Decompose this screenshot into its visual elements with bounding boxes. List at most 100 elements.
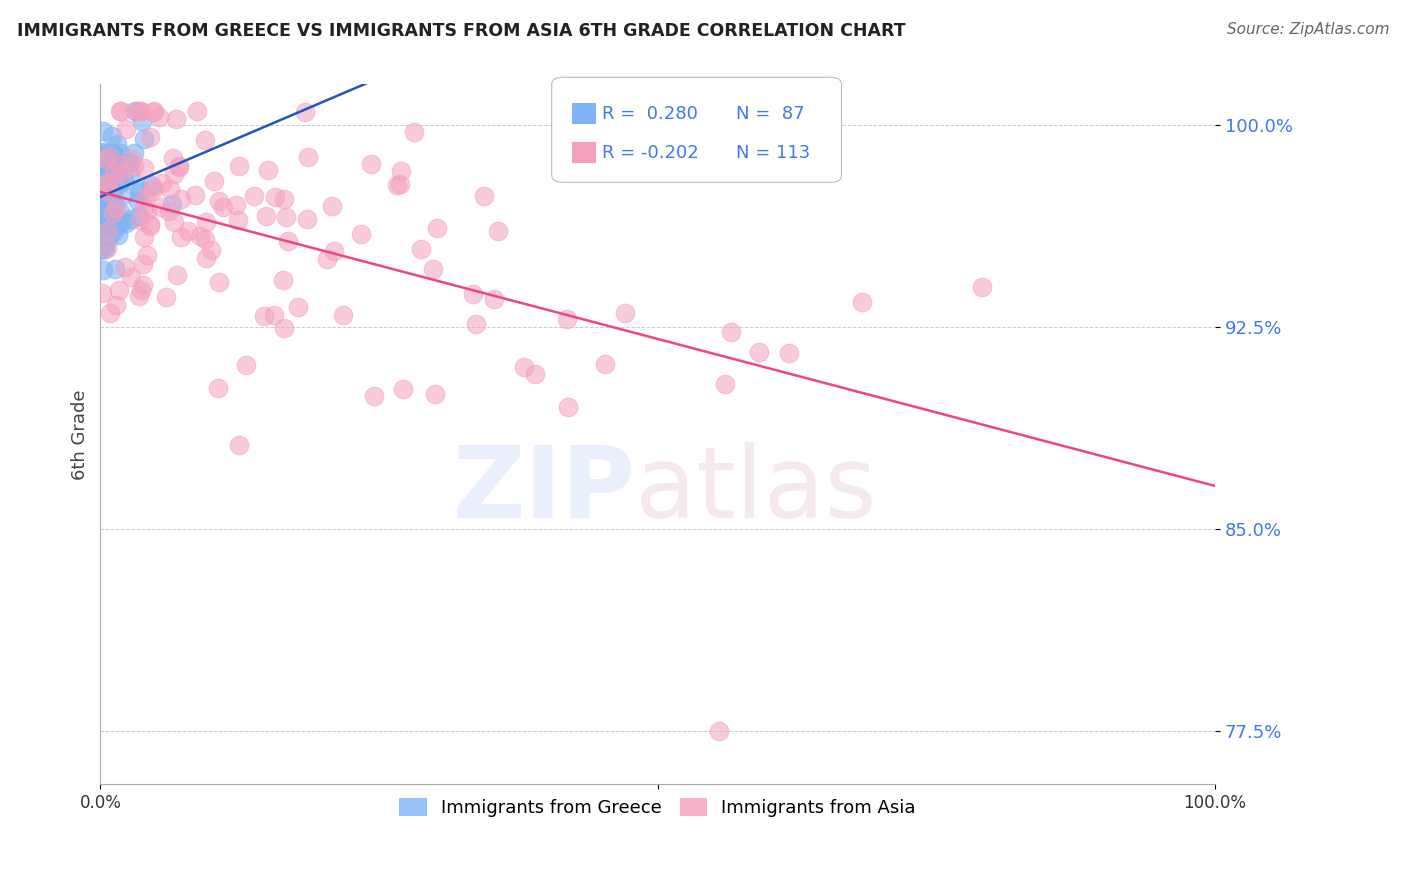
Point — [111, 188, 134, 202]
Point — [118, 156, 141, 170]
Point — [391, 382, 413, 396]
Point — [150, 176, 173, 190]
Point — [103, 224, 125, 238]
Point — [91, 148, 114, 162]
Point — [115, 122, 138, 136]
Point — [98, 229, 121, 244]
Point — [132, 277, 155, 292]
Point — [107, 158, 129, 172]
Point — [108, 205, 131, 219]
Point — [160, 196, 183, 211]
Point — [98, 186, 121, 200]
Point — [96, 177, 118, 191]
Point — [110, 158, 132, 172]
Point — [170, 192, 193, 206]
Point — [207, 381, 229, 395]
Point — [149, 200, 172, 214]
Point — [90, 215, 112, 229]
Point — [98, 194, 121, 209]
Point — [91, 124, 114, 138]
Point — [200, 243, 222, 257]
Point — [134, 132, 156, 146]
Point — [94, 149, 117, 163]
Point — [100, 191, 122, 205]
Point — [103, 167, 125, 181]
Point — [363, 389, 385, 403]
Point — [128, 289, 150, 303]
Point — [122, 159, 145, 173]
Point — [194, 215, 217, 229]
Point — [91, 202, 114, 216]
Point — [129, 183, 152, 197]
Point — [235, 358, 257, 372]
Point — [253, 309, 276, 323]
Point — [143, 104, 166, 119]
Point — [167, 160, 190, 174]
Point — [90, 209, 112, 223]
Point — [96, 191, 118, 205]
Point — [91, 229, 114, 244]
Point — [707, 723, 730, 738]
Point — [115, 156, 138, 170]
Point — [264, 190, 287, 204]
Point — [128, 209, 150, 223]
Point — [162, 151, 184, 165]
Point — [91, 263, 114, 277]
Point — [94, 239, 117, 253]
Point — [101, 186, 124, 201]
Point — [165, 112, 187, 126]
Point — [139, 218, 162, 232]
Text: R = -0.202: R = -0.202 — [602, 144, 699, 162]
Point — [120, 212, 142, 227]
Point — [108, 104, 131, 119]
Point — [108, 146, 131, 161]
Point — [472, 189, 495, 203]
Point — [104, 198, 127, 212]
Point — [97, 176, 120, 190]
Point — [263, 308, 285, 322]
Point — [131, 113, 153, 128]
Point — [101, 206, 124, 220]
Point — [121, 153, 143, 167]
Point — [391, 164, 413, 178]
Point — [271, 273, 294, 287]
Point — [714, 377, 737, 392]
Text: ZIP: ZIP — [453, 442, 636, 539]
Point — [103, 152, 125, 166]
Point — [105, 137, 128, 152]
Point — [295, 211, 318, 226]
Point — [389, 177, 412, 191]
Point — [157, 203, 180, 218]
Point — [94, 153, 117, 167]
Point — [107, 218, 129, 232]
Point — [166, 268, 188, 282]
Point — [720, 326, 742, 340]
Text: IMMIGRANTS FROM GREECE VS IMMIGRANTS FROM ASIA 6TH GRADE CORRELATION CHART: IMMIGRANTS FROM GREECE VS IMMIGRANTS FRO… — [17, 22, 905, 40]
Point — [90, 191, 112, 205]
Text: N =  87: N = 87 — [735, 105, 804, 123]
Point — [297, 150, 319, 164]
Point — [411, 242, 433, 256]
Point — [94, 154, 117, 169]
Point — [139, 130, 162, 145]
Point — [778, 345, 800, 359]
Point — [972, 280, 994, 294]
Point — [96, 205, 118, 219]
Point — [159, 182, 181, 196]
Point — [93, 180, 115, 194]
Point — [90, 162, 112, 177]
Point — [101, 160, 124, 174]
Point — [163, 214, 186, 228]
Point — [90, 180, 112, 194]
Point — [614, 306, 637, 320]
Point — [120, 269, 142, 284]
Point — [135, 190, 157, 204]
Point — [112, 173, 135, 187]
Point — [555, 312, 578, 326]
Point — [97, 165, 120, 179]
Point — [115, 216, 138, 230]
Text: N = 113: N = 113 — [735, 144, 810, 162]
Point — [287, 300, 309, 314]
Point — [114, 260, 136, 275]
Point — [90, 145, 112, 160]
